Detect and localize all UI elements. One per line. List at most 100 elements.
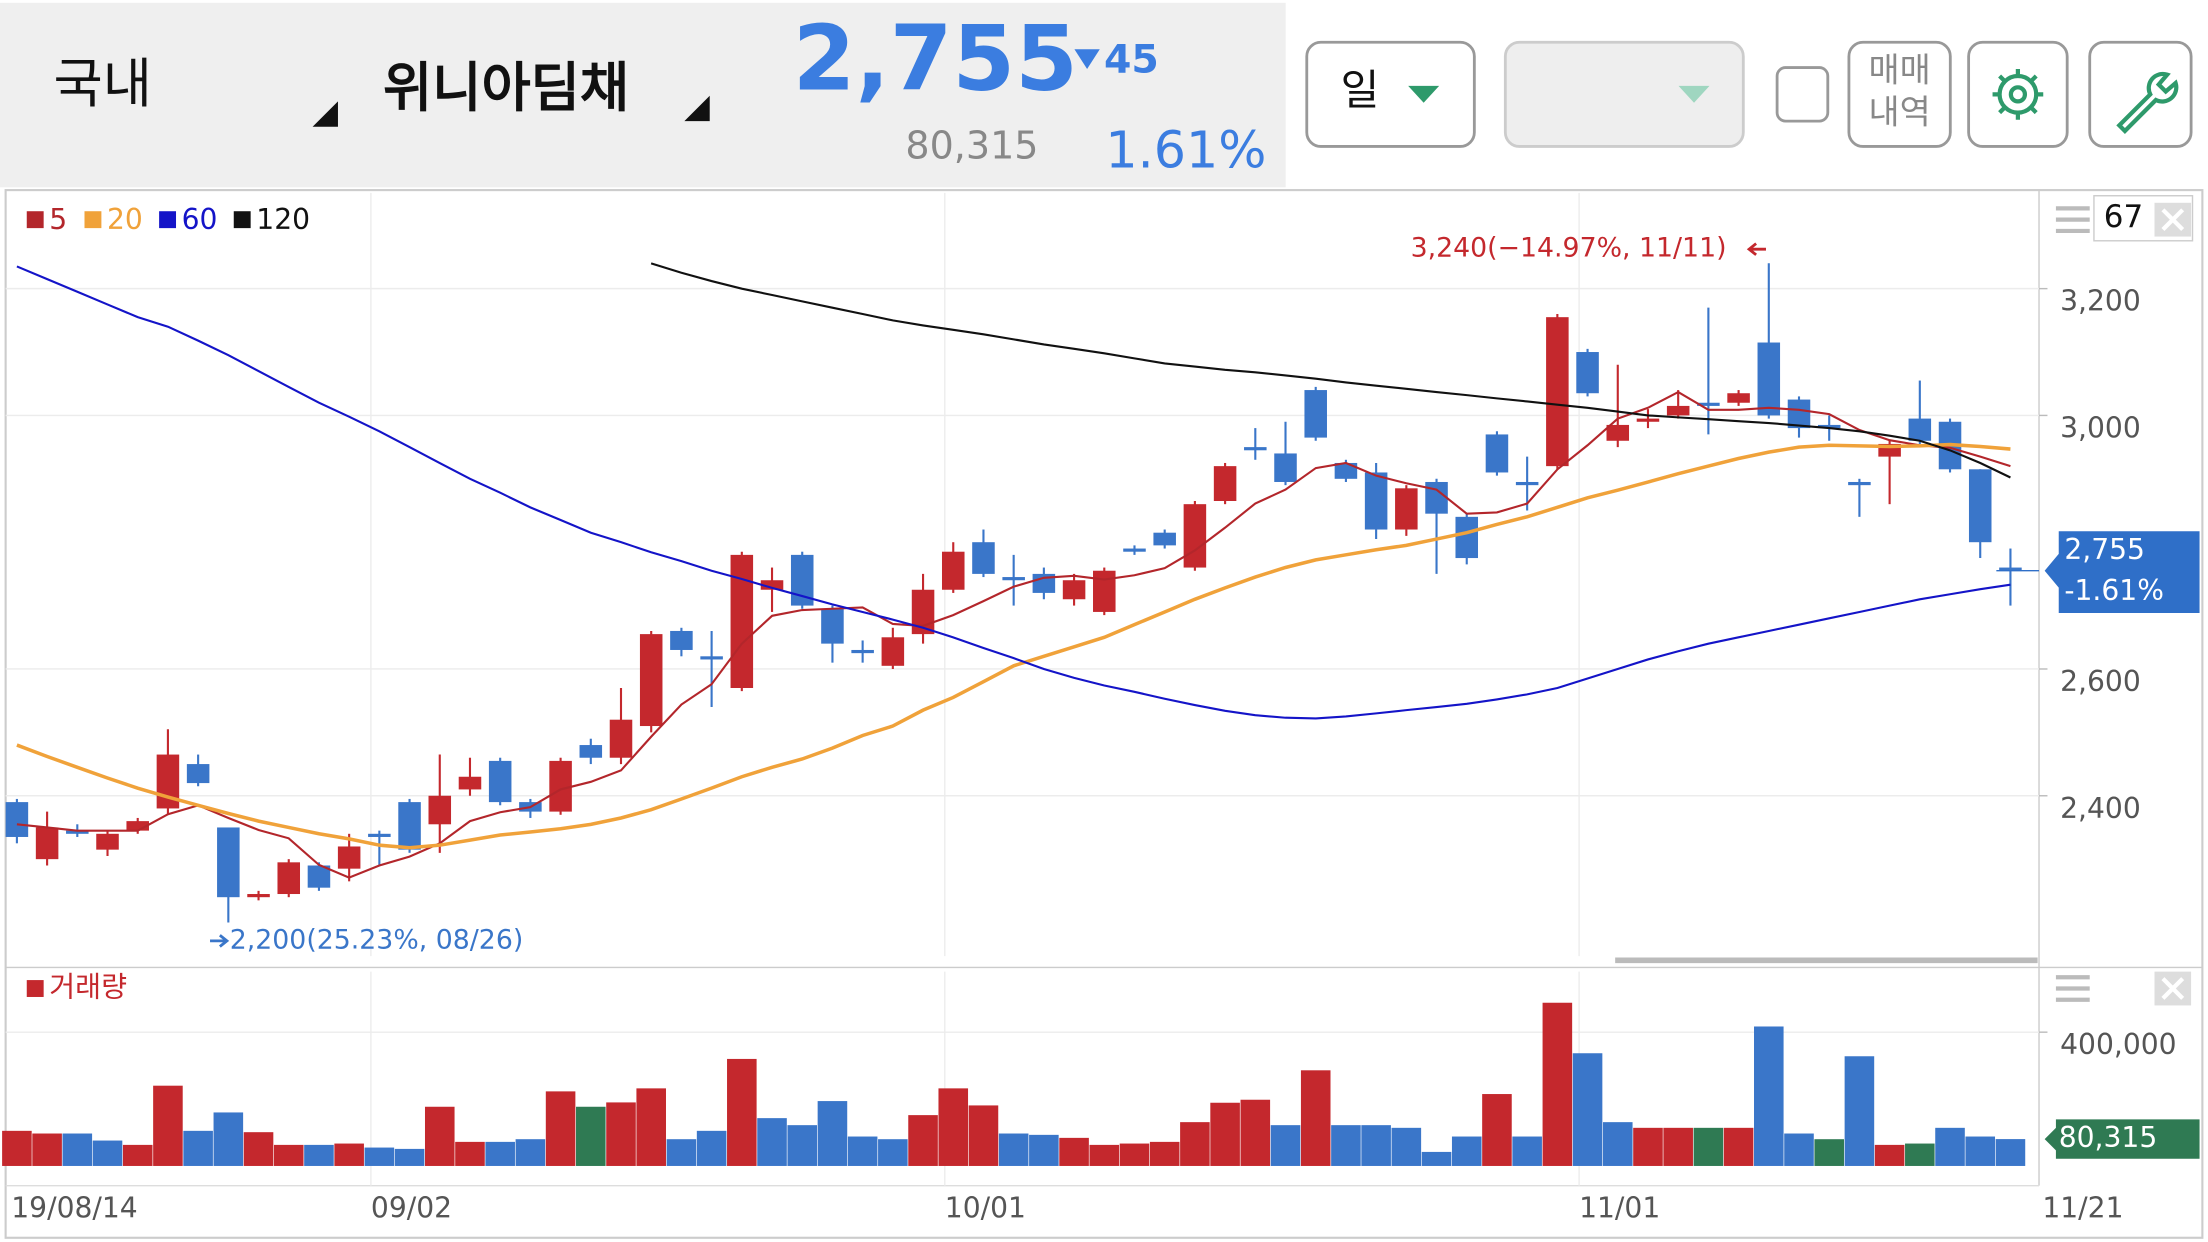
- volume-title: 거래량: [49, 971, 127, 1004]
- candle-body: [1968, 469, 1992, 543]
- volume-bar: [183, 1130, 213, 1166]
- down-arrow: [1074, 49, 1100, 69]
- menu-icon[interactable]: [2055, 975, 2090, 1002]
- volume-bar: [1210, 1102, 1240, 1166]
- ma-line: [650, 262, 2011, 479]
- candle-body: [670, 630, 693, 650]
- candle-body: [337, 846, 361, 869]
- volume-bar: [1814, 1139, 1844, 1166]
- checkbox[interactable]: [1775, 66, 1830, 123]
- tools-button[interactable]: [2088, 40, 2193, 148]
- current-change: -1.61%: [2064, 574, 2164, 607]
- low-label: 2,200(25.23%, 08/26): [230, 924, 524, 955]
- candle-body: [1334, 462, 1358, 479]
- change: 45: [1104, 36, 1159, 82]
- x-tick-label: 11/21: [2042, 1192, 2123, 1225]
- period-button[interactable]: [1305, 40, 1476, 148]
- dropdown-icon: [1408, 85, 1440, 103]
- legend-label: 20: [107, 203, 143, 236]
- volume-bar: [364, 1147, 395, 1166]
- settings-button[interactable]: [1967, 40, 2069, 148]
- volume-bar: [1693, 1127, 1724, 1166]
- volume-bar: [1059, 1137, 1089, 1166]
- dropdown-marker: [684, 95, 710, 122]
- volume-bar: [92, 1140, 123, 1166]
- y-tick-label: 2,600: [2060, 665, 2141, 698]
- candle-body: [1515, 481, 1539, 486]
- volume-bar: [1572, 1053, 1603, 1166]
- volume-bar: [998, 1133, 1029, 1166]
- volume-bar: [455, 1141, 485, 1166]
- candle-body: [639, 634, 663, 727]
- volume-bar: [787, 1125, 818, 1166]
- gear-icon: [1992, 69, 2044, 120]
- candle-body: [579, 745, 603, 758]
- dropdown-icon: [1678, 85, 1710, 103]
- ma-line: [16, 390, 2011, 879]
- candle-body: [1636, 418, 1660, 422]
- price: 2,755: [793, 7, 1078, 112]
- volume-bar: [1300, 1070, 1331, 1166]
- volume-bar: [515, 1139, 546, 1166]
- candle-body: [428, 795, 452, 825]
- candle-body: [458, 776, 482, 790]
- dropdown-marker: [312, 101, 338, 127]
- candle-body: [217, 827, 240, 898]
- ma-line: [16, 442, 2011, 850]
- candle-body: [96, 833, 119, 850]
- candle-body: [1666, 405, 1690, 416]
- volume-bar: [1482, 1094, 1512, 1166]
- trade-history-button[interactable]: [1847, 40, 1952, 148]
- volume-bar: [576, 1106, 606, 1166]
- chart-frame: [4, 189, 2204, 1239]
- volume-bar: [1421, 1151, 1452, 1166]
- volume-bar: [1089, 1144, 1120, 1166]
- candle-body: [368, 833, 391, 837]
- candle-body: [1817, 424, 1841, 429]
- trade-history-label: 매매: [1869, 50, 1931, 89]
- current-volume: 80,315: [2059, 1121, 2158, 1154]
- volume-bar: [32, 1133, 62, 1166]
- volume-bar: [968, 1105, 999, 1166]
- candle-body: [700, 656, 723, 660]
- header-bg: [0, 2, 1286, 188]
- visible-count: 67: [2104, 199, 2143, 235]
- candle-body: [1002, 577, 1025, 581]
- volume-bar: [1633, 1127, 1663, 1166]
- volume-bar: [122, 1144, 153, 1166]
- market[interactable]: 국내: [54, 52, 152, 115]
- legend-label: 5: [49, 203, 67, 236]
- candle-body: [35, 827, 59, 860]
- volume-bar: [1905, 1143, 1935, 1166]
- close-icon[interactable]: [2154, 971, 2192, 1006]
- candle-body: [790, 554, 814, 606]
- volume-bar: [62, 1133, 93, 1166]
- empty-dropdown[interactable]: [1503, 40, 1745, 148]
- volume-bar: [666, 1139, 697, 1166]
- volume-bar: [1270, 1125, 1301, 1166]
- stock-name[interactable]: 위니아딤채: [383, 56, 629, 119]
- legend-swatch: [159, 211, 177, 229]
- low-arrow: [210, 934, 230, 948]
- close-icon[interactable]: [2154, 202, 2192, 237]
- volume-bar: [1451, 1136, 1482, 1166]
- candle-body: [1697, 402, 1720, 406]
- x-tick-label: 19/08/14: [11, 1192, 137, 1225]
- menu-icon[interactable]: [2055, 206, 2090, 234]
- y-tick-label: 3,000: [2060, 412, 2141, 445]
- candle-body: [398, 802, 421, 850]
- candle-body: [1274, 453, 1297, 482]
- legend-swatch: [84, 211, 102, 229]
- candle-body: [881, 637, 905, 666]
- volume-bar: [1029, 1134, 1059, 1166]
- candle-body: [1727, 393, 1750, 403]
- high-arrow: [1746, 242, 1766, 256]
- candle-body: [1123, 548, 1146, 552]
- current-volume-tag: [2044, 1119, 2200, 1159]
- volume-bar: [636, 1088, 666, 1166]
- legend-swatch: [233, 211, 251, 229]
- volume-bar: [1149, 1141, 1180, 1166]
- candle-body: [1425, 481, 1448, 514]
